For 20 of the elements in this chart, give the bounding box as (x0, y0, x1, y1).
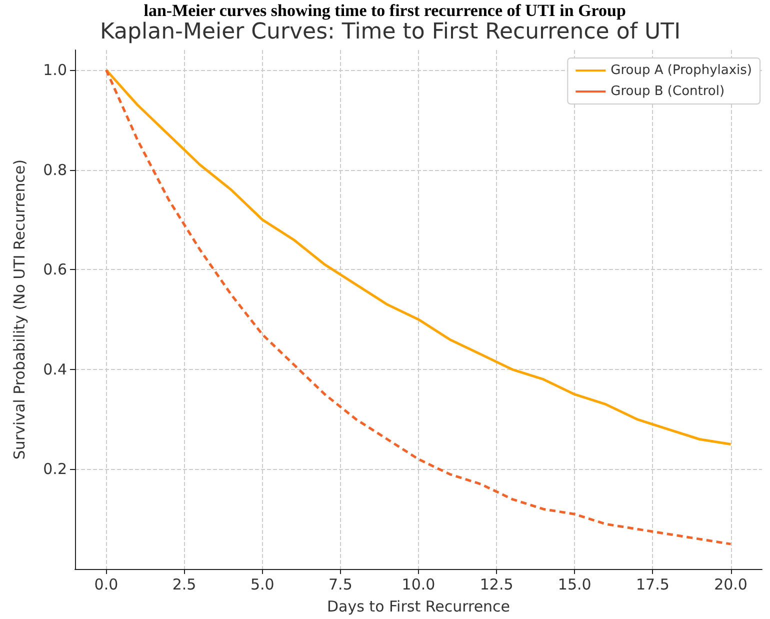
y-tick-label: 0.4 (43, 360, 67, 378)
y-tick-label: 0.2 (43, 460, 67, 478)
text: lan-Meier curves showing time to first recurrence of UTI in Group (144, 1, 626, 20)
x-tick-label: 15.0 (558, 576, 592, 594)
x-tick-label: 17.5 (636, 576, 670, 594)
x-tick-label: 20.0 (714, 576, 748, 594)
x-tick-label: 10.0 (402, 576, 436, 594)
legend-label: Group A (Prophylaxis) (610, 63, 752, 78)
x-tick-label: 0.0 (94, 576, 118, 594)
x-tick-label: 5.0 (250, 576, 274, 594)
x-axis-title: Days to First Recurrence (326, 598, 510, 616)
legend-label: Group B (Control) (610, 84, 725, 99)
x-tick-label: 2.5 (172, 576, 196, 594)
y-tick-label: 0.8 (43, 160, 67, 179)
x-tick-label: 7.5 (328, 576, 352, 594)
y-tick-label: 0.6 (43, 260, 67, 279)
x-tick-label: 12.5 (480, 576, 514, 594)
chart-title: Kaplan-Meier Curves: Time to First Recurrence of UTI (100, 20, 681, 44)
y-tick-label: 1.0 (43, 60, 67, 79)
y-axis-title: Survival Probability (No UTI Recurrence) (10, 159, 28, 460)
